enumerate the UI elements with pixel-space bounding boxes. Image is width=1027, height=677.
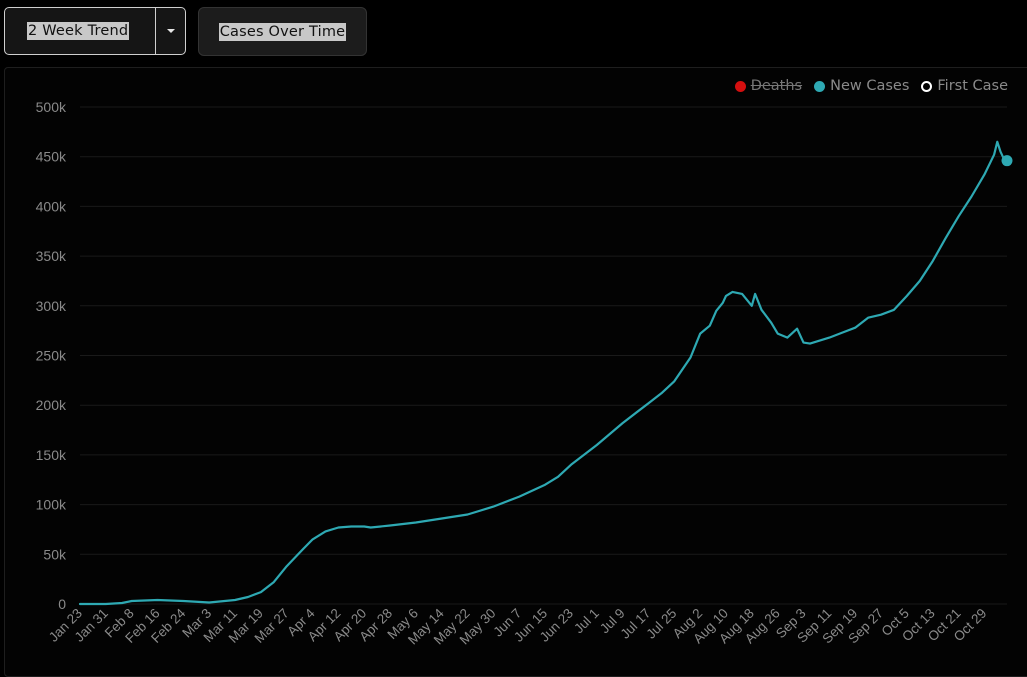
legend-item-deaths[interactable]: Deaths bbox=[734, 78, 803, 94]
new-cases-line bbox=[78, 140, 1009, 606]
y-tick-label: 500k bbox=[36, 99, 67, 115]
trend-dropdown-toggle[interactable] bbox=[156, 8, 185, 54]
chart-panel bbox=[4, 67, 1027, 677]
legend-dot-new-cases bbox=[814, 80, 826, 92]
chart-grid bbox=[80, 106, 1007, 605]
legend-label-first-case: First Case bbox=[937, 78, 1008, 94]
y-tick-label: 0 bbox=[58, 596, 66, 612]
trend-dropdown-label: 2 Week Trend bbox=[27, 22, 130, 40]
x-tick-label: Jul 25 bbox=[643, 606, 679, 642]
legend-item-first-case[interactable]: First Case bbox=[921, 78, 1008, 94]
toolbar: 2 Week Trend Cases Over Time bbox=[0, 0, 1027, 66]
trend-dropdown-label-area[interactable]: 2 Week Trend bbox=[5, 8, 156, 54]
new-cases-end-point bbox=[1001, 155, 1013, 167]
legend-label-deaths: Deaths bbox=[750, 78, 803, 94]
trend-dropdown[interactable]: 2 Week Trend bbox=[4, 7, 186, 55]
legend-label-new-cases: New Cases bbox=[830, 78, 910, 94]
y-tick-label: 400k bbox=[36, 198, 67, 214]
y-tick-label: 50k bbox=[43, 546, 67, 562]
legend-dot-first-case bbox=[921, 80, 933, 92]
chevron-down-icon bbox=[166, 29, 175, 33]
y-tick-label: 450k bbox=[36, 149, 67, 165]
cases-over-time-button[interactable]: Cases Over Time bbox=[198, 7, 367, 56]
y-axis-ticks: 0 50k 100k 150k 200k 250k 300k 350k 400k 450k 500k bbox=[36, 99, 67, 612]
cases-chart: 0 50k 100k 150k 200k 250k 300k 350k 400k 450k 500k… bbox=[36, 99, 1013, 647]
y-tick-label: 150k bbox=[36, 447, 67, 463]
legend-item-new-cases[interactable]: New Cases bbox=[814, 78, 909, 94]
cases-over-time-label: Cases Over Time bbox=[218, 22, 347, 41]
y-tick-label: 200k bbox=[36, 397, 67, 413]
y-tick-label: 100k bbox=[36, 497, 67, 513]
x-tick-label: Jul 1 bbox=[571, 606, 602, 637]
chart-legend: Deaths New Cases First Case bbox=[723, 78, 1008, 94]
legend-dot-deaths bbox=[734, 80, 746, 92]
y-tick-label: 350k bbox=[36, 248, 67, 264]
y-tick-label: 300k bbox=[36, 298, 67, 314]
y-tick-label: 250k bbox=[36, 348, 67, 364]
